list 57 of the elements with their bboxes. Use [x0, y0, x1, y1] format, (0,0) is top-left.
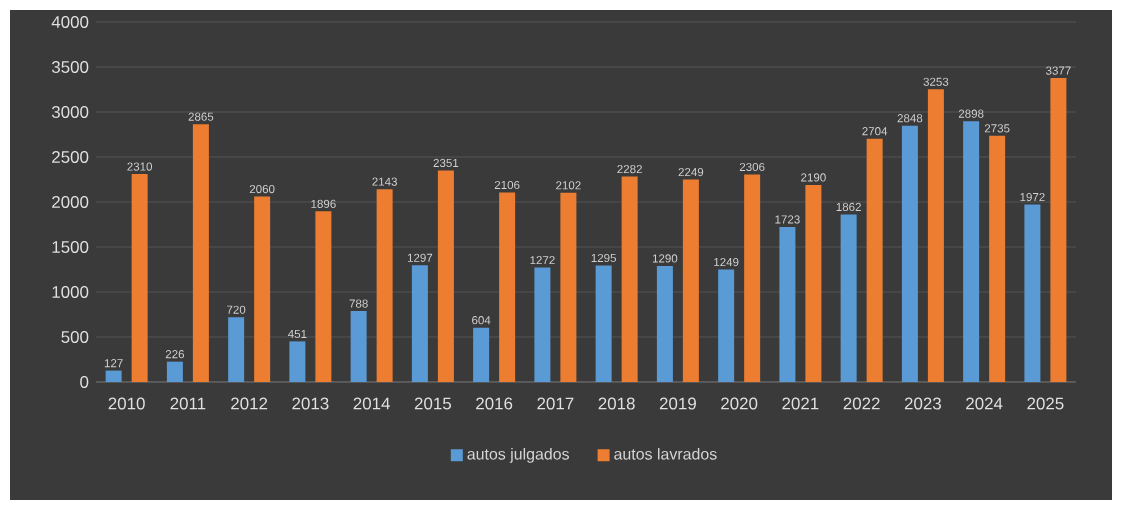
x-tick-label: 2011	[170, 397, 206, 410]
bar	[411, 265, 428, 382]
bar	[560, 192, 577, 382]
bar	[192, 124, 209, 382]
bar	[254, 196, 271, 382]
x-tick-label: 2016	[476, 397, 513, 410]
x-tick-label: 2012	[231, 397, 268, 410]
x-tick-label: 2020	[721, 397, 758, 410]
bar	[105, 370, 122, 382]
y-tick-label: 3500	[51, 61, 89, 73]
y-tick-label: 4000	[51, 16, 89, 28]
bar	[963, 121, 980, 382]
x-tick-label: 2014	[353, 397, 390, 410]
y-tick-label: 1500	[52, 241, 89, 253]
bar	[131, 174, 148, 382]
x-tick-label: 2015	[414, 397, 452, 410]
x-tick-label: 2021	[782, 397, 819, 410]
bar	[901, 125, 918, 382]
y-tick-label: 0	[80, 376, 89, 388]
x-tick-label: 2010	[108, 397, 145, 410]
bar	[228, 317, 245, 382]
x-tick-label: 2019	[659, 397, 696, 410]
bar	[315, 211, 332, 382]
bar	[350, 311, 367, 382]
y-tick-label: 1000	[52, 286, 89, 298]
y-tick-label: 500	[61, 331, 89, 343]
bar	[866, 138, 883, 382]
bar	[779, 226, 796, 382]
bar	[534, 267, 551, 382]
x-tick-label: 2013	[292, 397, 329, 410]
bar	[376, 189, 393, 382]
x-tick-label: 2023	[904, 397, 941, 410]
bar	[927, 89, 944, 382]
bar	[718, 269, 735, 382]
bar	[595, 265, 612, 382]
x-tick-label: 2017	[537, 397, 574, 410]
x-tick-label: 2024	[966, 397, 1003, 410]
y-tick-label: 2000	[52, 196, 89, 208]
x-tick-label: 2022	[843, 397, 880, 410]
bar	[166, 361, 183, 382]
y-tick-label: 3000	[51, 106, 89, 118]
bar	[289, 341, 306, 382]
bar	[682, 179, 699, 382]
bar	[805, 184, 822, 382]
bar	[499, 192, 516, 382]
bar	[473, 327, 490, 382]
bar	[989, 135, 1006, 382]
y-tick-label: 2500	[52, 151, 89, 163]
x-tick-label: 2018	[598, 397, 635, 410]
x-tick-label: 2025	[1027, 397, 1064, 410]
bar	[1024, 204, 1041, 382]
bar	[437, 170, 454, 382]
bar	[621, 176, 638, 382]
bar	[744, 174, 761, 382]
bar	[1050, 78, 1067, 382]
bar	[656, 265, 673, 382]
bar	[840, 214, 857, 382]
